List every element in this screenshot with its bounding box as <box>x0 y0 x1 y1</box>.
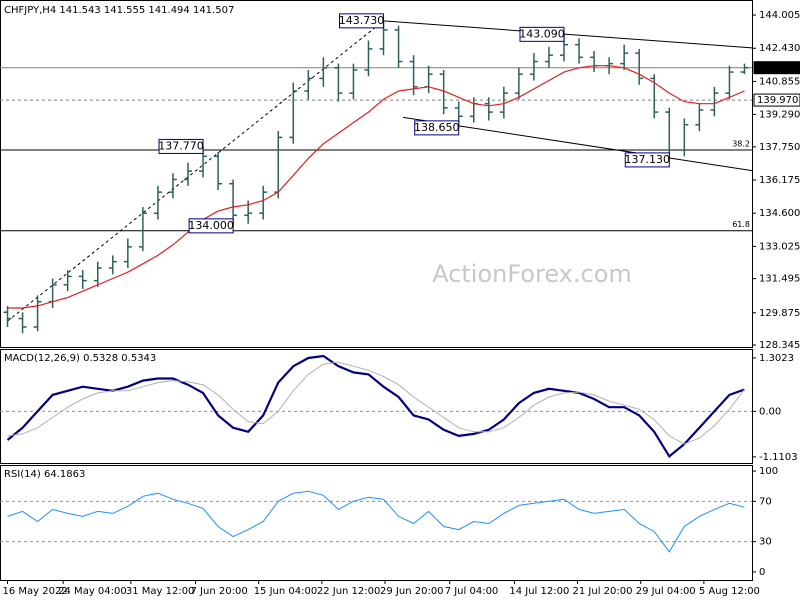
rsi-panel <box>0 465 753 581</box>
fib-label: 61.8 <box>732 220 750 229</box>
level-label: 141.507 <box>757 63 798 74</box>
annotation-box <box>519 26 565 42</box>
watermark: ActionForex.com <box>432 260 632 288</box>
x-tick-label: 16 May 2022 <box>3 586 68 597</box>
y-tick-label: 140.855 <box>759 76 800 87</box>
y-tick-label: 0 <box>759 567 765 578</box>
x-tick-label: 15 Jun 04:00 <box>254 586 318 597</box>
x-tick-label: 21 Jul 20:00 <box>573 586 633 597</box>
y-tick-label: 70 <box>759 496 772 507</box>
macd-panel <box>0 349 753 464</box>
y-tick-label: 100 <box>759 466 778 477</box>
annotation-box <box>414 120 460 136</box>
y-tick-label: 139.290 <box>759 109 800 120</box>
trendline <box>383 20 753 49</box>
x-tick-label: 5 Aug 12:00 <box>699 586 760 597</box>
trendline <box>7 20 384 322</box>
annotation-box <box>624 152 670 168</box>
x-tick-label: 7 Jul 04:00 <box>445 586 499 597</box>
y-tick-label: 137.750 <box>759 142 800 153</box>
y-tick-label: 131.495 <box>759 274 800 285</box>
x-tick-label: 29 Jul 04:00 <box>636 586 696 597</box>
annotation-label: 143.730 <box>339 14 385 27</box>
annotation-label: 138.650 <box>414 121 460 134</box>
price-panel <box>0 0 753 348</box>
annotation-box <box>158 138 204 154</box>
annotation-label: 134.000 <box>188 219 234 232</box>
y-tick-label: -1.1103 <box>759 452 798 463</box>
moving-average <box>7 65 745 309</box>
y-tick-label: 30 <box>759 537 772 548</box>
indicator-line <box>6 354 745 459</box>
y-tick-label: 142.430 <box>759 43 800 54</box>
y-tick-label: 134.600 <box>759 208 800 219</box>
x-tick-label: 14 Jul 12:00 <box>509 586 569 597</box>
x-tick-label: 31 May 12:00 <box>126 586 195 597</box>
annotation-label: 143.090 <box>519 27 565 40</box>
annotation-label: 137.130 <box>625 153 671 166</box>
x-tick-label: 29 Jun 20:00 <box>380 586 444 597</box>
annotation-box <box>188 218 234 234</box>
level-box <box>753 93 800 107</box>
x-tick-label: 7 Jun 20:00 <box>191 586 248 597</box>
rsi-title: RSI(14) 64.1863 <box>4 469 85 480</box>
y-tick-label: 144.005 <box>759 10 800 21</box>
indicator-line <box>7 490 745 553</box>
macd-title: MACD(12,26,9) 0.5328 0.5343 <box>4 353 156 364</box>
annotation-box <box>339 13 385 29</box>
trendline <box>402 116 753 172</box>
price-title: CHFJPY,H4 141.543 141.555 141.494 141.50… <box>4 5 234 16</box>
y-tick-label: 136.175 <box>759 175 800 186</box>
annotation-label: 137.770 <box>158 139 204 152</box>
x-tick-label: 22 Jun 12:00 <box>317 586 381 597</box>
level-box <box>753 61 800 75</box>
fib-label: 38.2 <box>732 140 750 149</box>
y-tick-label: 129.875 <box>759 308 800 319</box>
level-label: 139.970 <box>757 95 798 106</box>
indicator-line <box>7 361 745 445</box>
y-tick-label: 133.025 <box>759 241 800 252</box>
y-tick-label: 0.00 <box>759 406 781 417</box>
x-tick-label: 24 May 04:00 <box>58 586 127 597</box>
y-tick-label: 128.345 <box>759 340 800 351</box>
y-tick-label: 1.3023 <box>759 353 794 364</box>
